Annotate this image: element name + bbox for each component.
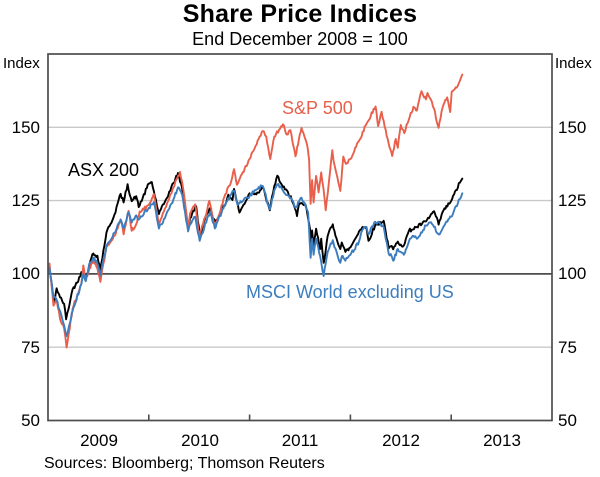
y-tick-left-150: 150 [11, 118, 40, 137]
series-label-sp-500: S&P 500 [282, 98, 353, 118]
y-tick-left-125: 125 [11, 191, 40, 210]
y-tick-left-75: 75 [21, 338, 40, 357]
y-axis-unit-left: Index [3, 55, 40, 72]
series-line-1 [48, 73, 464, 349]
chart-title: Share Price Indices [182, 0, 418, 28]
x-tick-2011: 2011 [281, 431, 319, 450]
y-axis-unit-right: Index [555, 55, 592, 72]
source-note: Sources: Bloomberg; Thomson Reuters [44, 455, 325, 472]
y-tick-left-50: 50 [21, 411, 40, 430]
x-tick-2009: 2009 [80, 431, 118, 450]
series-label-asx-200: ASX 200 [68, 160, 140, 180]
series-line-0 [48, 172, 464, 321]
y-tick-left-100: 100 [11, 264, 40, 283]
y-tick-right-100: 100 [558, 264, 587, 283]
y-tick-right-125: 125 [558, 191, 587, 210]
y-tick-right-150: 150 [558, 118, 587, 137]
series-label-msci-world-ex-us: MSCI World excluding US [246, 282, 454, 302]
x-tick-2010: 2010 [181, 431, 219, 450]
x-tick-2013: 2013 [483, 431, 521, 450]
chart-subtitle: End December 2008 = 100 [192, 29, 408, 49]
y-tick-right-75: 75 [558, 338, 577, 357]
plot-border [47, 53, 553, 422]
series-line-2 [48, 183, 464, 338]
x-tick-2012: 2012 [382, 431, 420, 450]
y-tick-right-50: 50 [558, 411, 577, 430]
